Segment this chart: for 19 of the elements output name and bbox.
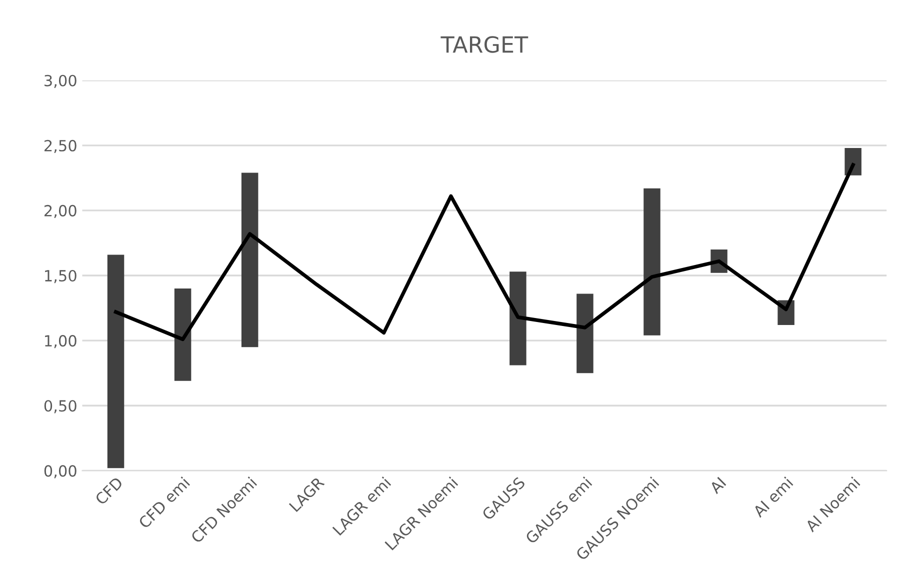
x-tick-label: CFD emi xyxy=(138,476,190,529)
x-tick-label: CFD xyxy=(94,476,124,506)
x-tick-label: AI xyxy=(708,476,726,494)
y-tick-label: 3,00 xyxy=(44,74,76,88)
bar xyxy=(576,294,594,374)
bar xyxy=(510,272,526,366)
y-tick-label: 0,50 xyxy=(44,400,76,414)
y-tick-label: 2,00 xyxy=(44,204,76,218)
chart-title: TARGET xyxy=(440,36,528,53)
bar xyxy=(241,172,258,348)
y-tick-label: 2,50 xyxy=(44,140,76,153)
y-tick-label: 1,00 xyxy=(45,335,76,348)
line-series xyxy=(114,163,855,342)
bar xyxy=(107,254,124,468)
y-tick-label: 1,50 xyxy=(45,270,76,284)
y-tick-label: 0,00 xyxy=(44,465,76,478)
bar xyxy=(644,188,660,336)
bar xyxy=(174,288,192,381)
x-tick-label: AI emi xyxy=(752,476,794,518)
